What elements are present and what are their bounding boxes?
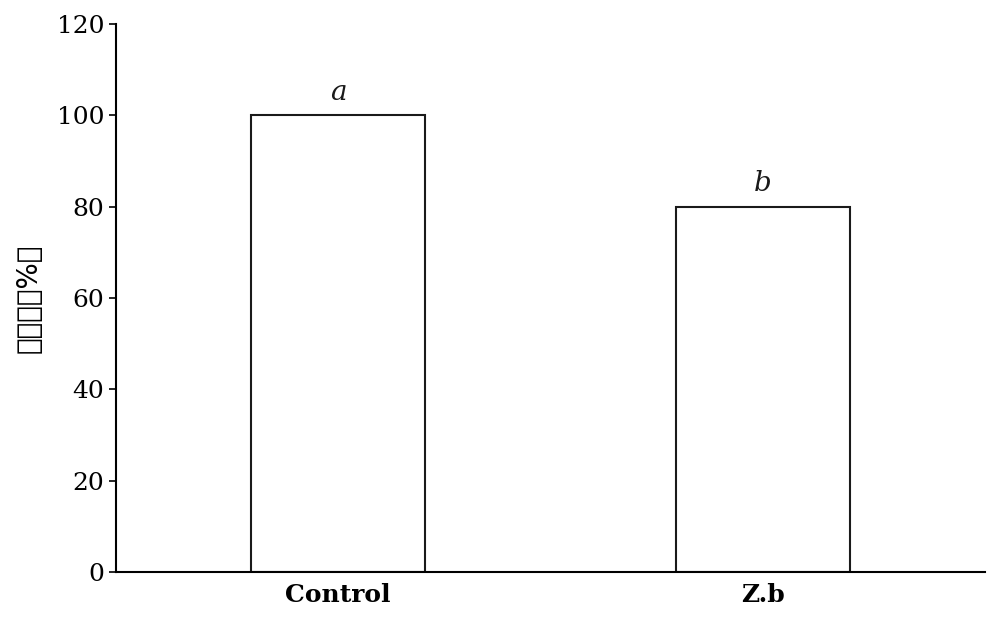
Text: b: b (754, 170, 772, 198)
Bar (251, 115, 425, 572)
Bar (676, 207, 850, 572)
Y-axis label: 发病率（%）: 发病率（%） (15, 243, 43, 353)
Text: a: a (330, 79, 346, 106)
